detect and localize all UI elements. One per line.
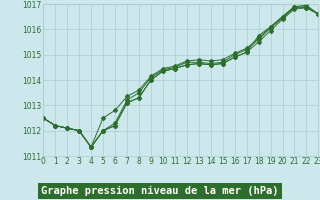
Text: Graphe pression niveau de la mer (hPa): Graphe pression niveau de la mer (hPa) bbox=[41, 186, 279, 196]
